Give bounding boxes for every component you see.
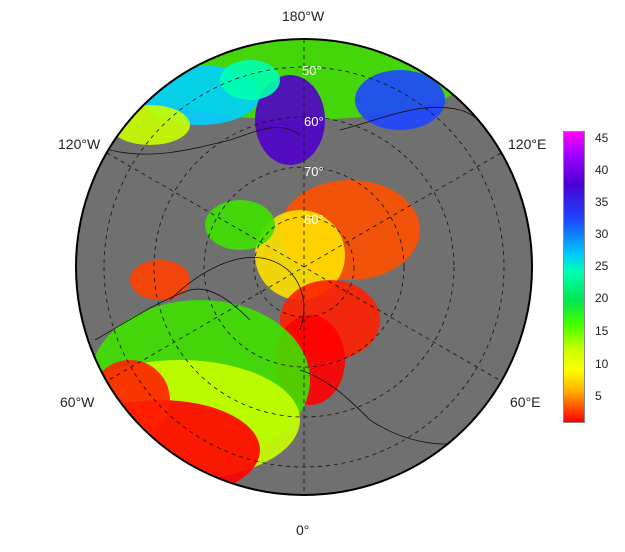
colorbar-tick: 35: [595, 195, 609, 209]
lat-label-50: 50°: [302, 63, 322, 78]
colorbar-tick: 40: [595, 163, 609, 177]
ocean-data-blob: [255, 75, 325, 165]
lat-label-60: 60°: [304, 114, 324, 129]
map-border: [75, 38, 533, 496]
lat-label-80: 80°: [304, 212, 324, 227]
ocean-data-blob: [110, 105, 190, 145]
colorbar: 45 40 35 30 25 20 15 10 5: [563, 131, 608, 423]
ocean-data-blob: [355, 70, 445, 130]
ocean-data-blob: [130, 260, 190, 300]
colorbar-tick: 25: [595, 259, 609, 273]
colorbar-tick: 45: [595, 131, 609, 145]
colorbar-tick: 5: [595, 389, 602, 403]
lon-label-top: 180°W: [282, 8, 325, 24]
lon-label-upper-left: 120°W: [58, 136, 101, 152]
lon-label-lower-right: 60°E: [510, 394, 541, 410]
ocean-data-blob: [205, 200, 275, 250]
graticule: [103, 39, 505, 495]
colorbar-tick: 10: [595, 357, 609, 371]
colorbar-tick: 30: [595, 227, 609, 241]
lon-label-lower-left: 60°W: [60, 394, 95, 410]
lat-label-70: 70°: [304, 164, 324, 179]
coastlines: [94, 106, 521, 445]
colorbar-tick: 20: [595, 291, 609, 305]
lon-label-upper-right: 120°E: [508, 136, 547, 152]
ocean-data-blob: [220, 60, 280, 100]
colorbar-gradient: [563, 131, 585, 423]
colorbar-tick: 15: [595, 324, 609, 338]
lon-label-bottom: 0°: [296, 522, 310, 538]
